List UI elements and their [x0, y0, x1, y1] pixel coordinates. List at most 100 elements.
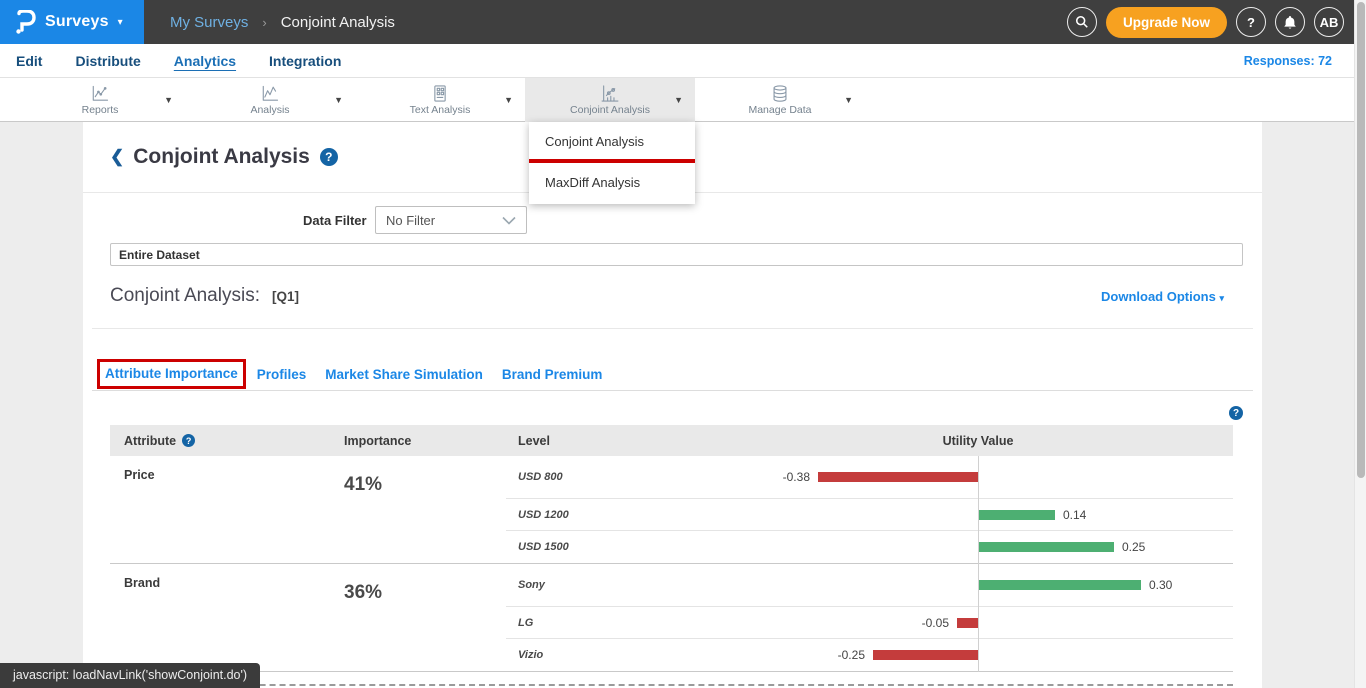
level-label: Sony: [518, 579, 545, 591]
toolbar-item-conjoint-analysis[interactable]: Conjoint Analysis ▼: [525, 78, 695, 122]
column-header-level: Level: [506, 434, 550, 448]
level-row: LG-0.05: [506, 607, 1233, 639]
tabs-divider: [92, 390, 1253, 391]
avatar[interactable]: AB: [1314, 7, 1344, 37]
select-chevron-icon: [502, 216, 516, 225]
conjoint-chart-icon: [600, 84, 620, 103]
tab-brand-premium[interactable]: Brand Premium: [502, 367, 603, 382]
utility-table: Attribute ? Importance Level Utility Val…: [110, 425, 1233, 686]
analysis-chart-icon: [260, 84, 280, 103]
questionpro-logo-icon: [14, 10, 36, 34]
tab-attribute-importance[interactable]: Attribute Importance: [105, 366, 238, 381]
negative-utility-bar: [818, 472, 978, 482]
breadcrumb: My Surveys › Conjoint Analysis: [170, 14, 395, 31]
reports-chart-icon: [90, 84, 110, 103]
toolbar-item-manage-data[interactable]: Manage Data ▼: [695, 78, 865, 122]
section-title: Conjoint Analysis:: [110, 285, 260, 307]
tab-market-share-simulation[interactable]: Market Share Simulation: [325, 367, 483, 382]
level-row: USD 800-0.38: [506, 456, 1233, 499]
data-filter-label: Data Filter: [303, 213, 367, 228]
page-help-icon[interactable]: ?: [320, 148, 338, 166]
breadcrumb-current: Conjoint Analysis: [281, 14, 395, 31]
toolbar-item-reports[interactable]: Reports ▼: [15, 78, 185, 122]
utility-value-label: -0.05: [506, 616, 949, 630]
toolbar-item-text-analysis[interactable]: Text Analysis ▼: [355, 78, 525, 122]
nav-item-analytics[interactable]: Analytics: [174, 53, 236, 69]
download-caret-icon: ▾: [1219, 293, 1224, 303]
column-header-level-utility: Level Utility Value: [506, 434, 1233, 448]
breadcrumb-separator-icon: ›: [262, 15, 266, 30]
attribute-name: Price: [110, 456, 330, 563]
chevron-down-icon[interactable]: ▼: [674, 95, 683, 105]
analytics-toolbar: Reports ▼ Analysis ▼ Text Analysis ▼ Con…: [0, 78, 1354, 122]
nav-item-edit[interactable]: Edit: [16, 53, 42, 69]
menu-item-maxdiff-analysis[interactable]: MaxDiff Analysis: [529, 163, 695, 204]
column-header-attribute: Attribute ?: [110, 434, 330, 448]
bell-icon: [1283, 15, 1297, 30]
nav-item-integration[interactable]: Integration: [269, 53, 341, 69]
column-header-label: Attribute: [124, 434, 176, 448]
positive-utility-bar: [979, 510, 1055, 520]
search-button[interactable]: [1067, 7, 1097, 37]
level-row: Vizio-0.25: [506, 639, 1233, 671]
notifications-button[interactable]: [1275, 7, 1305, 37]
chevron-down-icon[interactable]: ▼: [504, 95, 513, 105]
zero-axis-line: [978, 456, 979, 499]
content-area: ❮ Conjoint Analysis ? Data Filter No Fil…: [0, 122, 1354, 688]
level-row: USD 1500 0.25: [506, 531, 1233, 563]
app-window: Surveys ▾ My Surveys › Conjoint Analysis…: [0, 0, 1366, 688]
text-document-icon: [430, 84, 450, 103]
chevron-down-icon[interactable]: ▼: [844, 95, 853, 105]
conjoint-dropdown-menu: Conjoint Analysis MaxDiff Analysis: [529, 122, 695, 204]
column-header-importance: Importance: [330, 434, 506, 448]
help-button[interactable]: ?: [1236, 7, 1266, 37]
table-header-row: Attribute ? Importance Level Utility Val…: [110, 425, 1233, 456]
annotation-red-box: Attribute Importance: [97, 359, 246, 389]
breadcrumb-my-surveys[interactable]: My Surveys: [170, 14, 248, 31]
next-row-cutoff: [110, 672, 1233, 686]
header-actions: Upgrade Now ? AB: [1067, 7, 1344, 38]
chevron-down-icon[interactable]: ▼: [334, 95, 343, 105]
level-label: USD 1500: [518, 541, 569, 553]
attribute-help-icon[interactable]: ?: [182, 434, 195, 447]
page-title: Conjoint Analysis: [133, 145, 310, 169]
negative-utility-bar: [873, 650, 978, 660]
survey-nav: Edit Distribute Analytics Integration Re…: [0, 44, 1354, 78]
level-row: USD 12000.14: [506, 499, 1233, 531]
toolbar-item-label: Conjoint Analysis: [570, 104, 650, 116]
download-options-link[interactable]: Download Options ▾: [1101, 289, 1224, 304]
dataset-input[interactable]: [110, 243, 1243, 266]
toolbar-item-analysis[interactable]: Analysis ▼: [185, 78, 355, 122]
attribute-importance-value: 36%: [330, 564, 506, 671]
responses-count[interactable]: Responses: 72: [1244, 54, 1332, 68]
data-filter-value: No Filter: [386, 213, 435, 228]
utility-value-label: 0.25: [1122, 540, 1145, 554]
scrollbar-thumb[interactable]: [1357, 2, 1365, 478]
tab-profiles[interactable]: Profiles: [257, 367, 307, 382]
nav-item-distribute[interactable]: Distribute: [75, 53, 140, 69]
question-reference: [Q1]: [272, 289, 299, 304]
back-chevron-icon[interactable]: ❮: [110, 147, 124, 167]
database-icon: [770, 84, 790, 103]
toolbar-item-label: Analysis: [250, 104, 289, 116]
utility-value-label: -0.25: [506, 648, 865, 662]
level-label: USD 1200: [518, 509, 569, 521]
menu-item-conjoint-analysis[interactable]: Conjoint Analysis: [529, 122, 695, 159]
zero-axis-line: [978, 639, 979, 672]
download-options-label: Download Options: [1101, 289, 1216, 304]
toolbar-item-label: Text Analysis: [410, 104, 471, 116]
attribute-importance-value: 41%: [330, 456, 506, 563]
utility-value-label: 0.30: [1149, 578, 1172, 592]
section-header: Conjoint Analysis: [Q1] Download Options…: [110, 280, 1224, 312]
analysis-tabs: Attribute Importance Profiles Market Sha…: [97, 359, 621, 389]
product-switcher[interactable]: Surveys ▾: [0, 0, 144, 44]
table-help-icon[interactable]: ?: [1229, 406, 1243, 420]
attribute-name: Brand: [110, 564, 330, 671]
utility-table-groups: Price41%USD 800-0.38USD 12000.14USD 1500…: [110, 456, 1233, 672]
negative-utility-bar: [957, 618, 978, 628]
vertical-scrollbar[interactable]: [1354, 0, 1366, 688]
data-filter-select[interactable]: No Filter: [375, 206, 527, 234]
chevron-down-icon[interactable]: ▼: [164, 95, 173, 105]
positive-utility-bar: [979, 542, 1114, 552]
upgrade-now-button[interactable]: Upgrade Now: [1106, 7, 1227, 38]
